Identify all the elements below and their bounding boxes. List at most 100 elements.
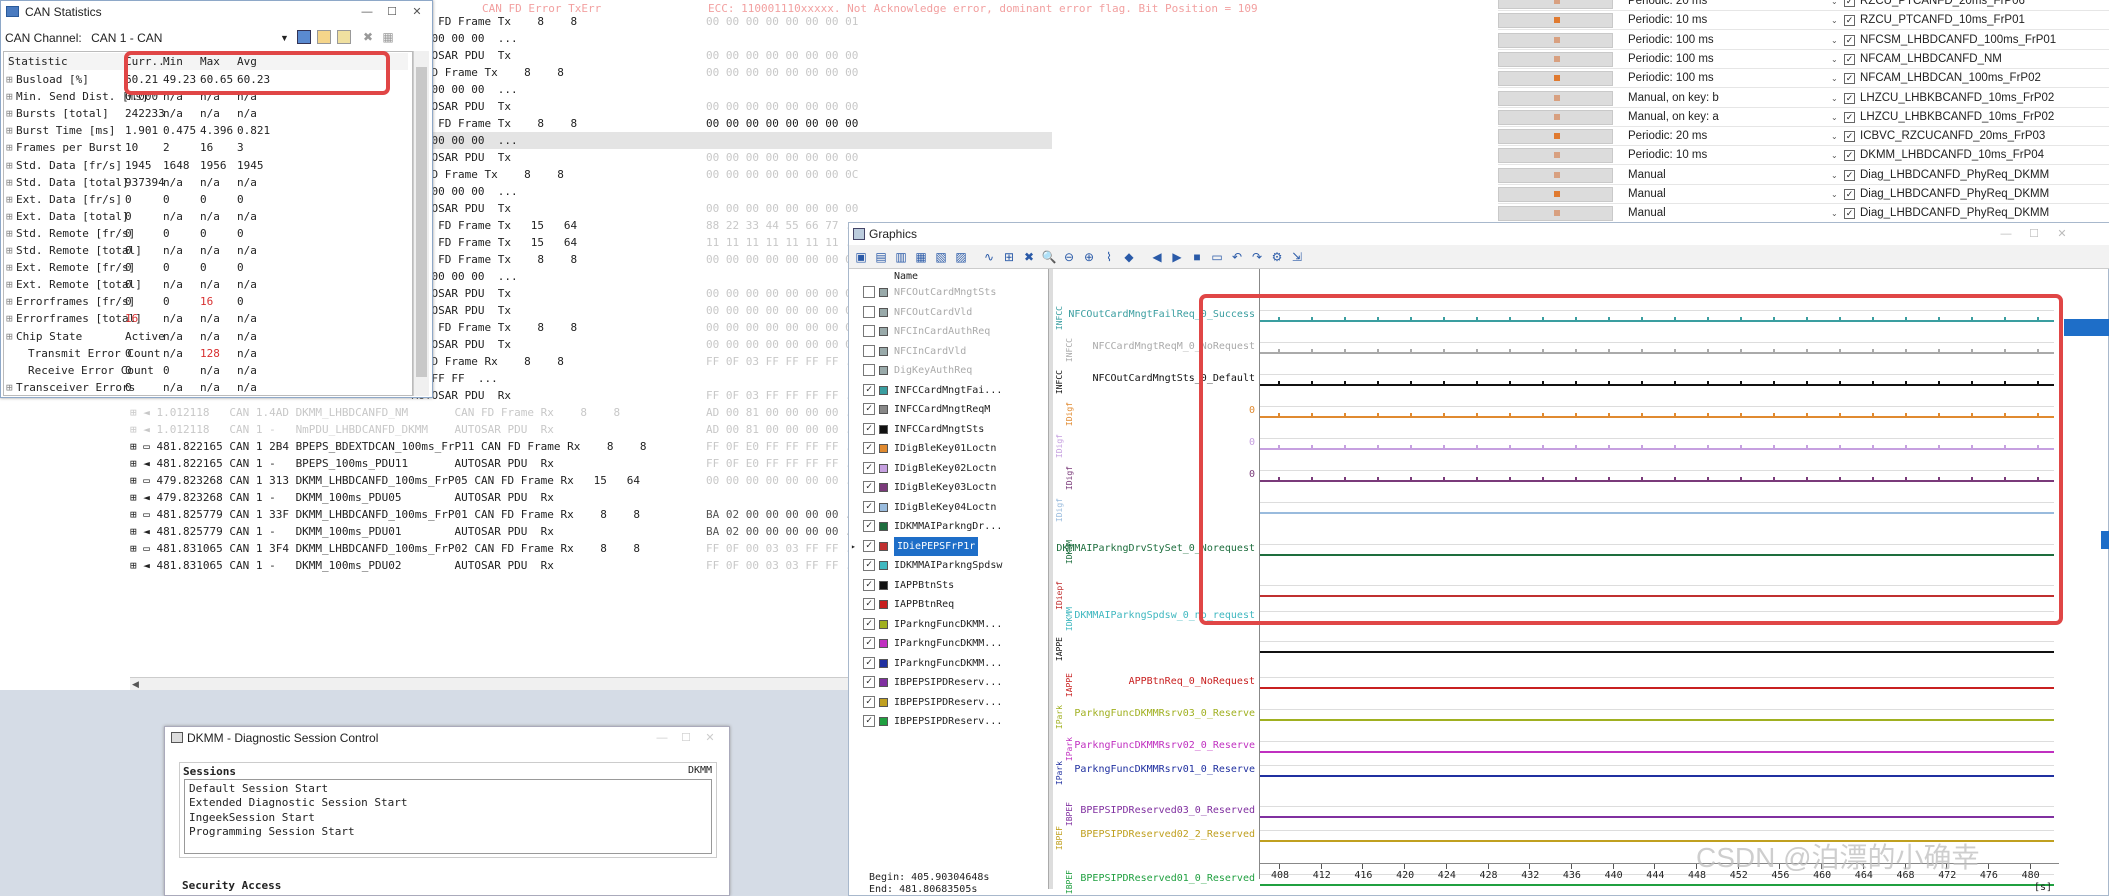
schedule-row[interactable]: Periodic: 100 ms ⌄ ✓ NFCAM_LHBDCAN_100ms_Fr… (1498, 69, 2109, 89)
signal-checkbox[interactable]: ✓ (863, 559, 875, 571)
schedule-row[interactable]: Manual ⌄ ✓ Diag_LHBDCANFD_PhyReq_DKMM (1498, 204, 2109, 224)
signal-checkbox[interactable] (863, 325, 875, 337)
send-button[interactable] (1498, 148, 1613, 164)
signal-checkbox[interactable]: ✓ (863, 539, 875, 552)
chevron-down-icon[interactable]: ⌄ (1831, 209, 1838, 219)
graphics-maximize-button[interactable]: ☐ (2029, 228, 2039, 240)
schedule-row[interactable]: Periodic: 10 ms ⌄ ✓ RZCU_PTCANFD_10ms_FrP01 (1498, 11, 2109, 31)
send-button[interactable] (1498, 187, 1613, 202)
message-checkbox[interactable]: ✓ (1844, 15, 1855, 27)
send-button[interactable] (1498, 167, 1613, 183)
statistics-row[interactable]: ⊞ Ext. Remote [fr/s] 0 0 0 0 (6, 259, 408, 276)
schedule-mode[interactable]: Periodic: 20 ms (1628, 0, 1708, 7)
chevron-down-icon[interactable]: ⌄ (1831, 132, 1838, 142)
statistics-row[interactable]: ⊞ Std. Data [fr/s] 1945 1648 1956 1945 (6, 157, 408, 174)
send-button[interactable] (1498, 90, 1613, 106)
schedule-row[interactable]: Periodic: 10 ms ⌄ ✓ DKMM_LHBDCANFD_10ms_FrP… (1498, 146, 2109, 166)
trace-row[interactable]: 00 00 00 00 00 00 00 ... (352, 132, 1052, 149)
signal-row[interactable]: NFCInCardVld (849, 342, 1049, 361)
statistics-row[interactable]: Receive Error Count 0 0 n/a n/a (8, 362, 408, 379)
split-icon[interactable]: ⌇ (1106, 250, 1112, 264)
delete-icon[interactable]: ✖ (1023, 250, 1035, 264)
layout-icon[interactable]: ▧ (935, 250, 947, 264)
schedule-row[interactable]: Manual, on key: b ⌄ ✓ LHZCU_LHBKBCANFD_10ms… (1498, 89, 2109, 108)
statistics-row[interactable]: ⊞ Busload [%] 60.21 49.23 60.65 60.23 (6, 71, 408, 88)
statistics-row[interactable]: ⊞ Std. Data [total] 937394 n/a n/a n/a (6, 174, 408, 191)
trace-row[interactable]: FrP03 CAN FD Frame Tx 8 8 (352, 168, 564, 181)
expand-icon[interactable]: ⊞ (6, 124, 13, 138)
send-button[interactable] (1498, 109, 1613, 125)
chevron-down-icon[interactable]: ⌄ (1831, 35, 1838, 45)
signal-row[interactable]: ✓ IDigBleKey03Loctn (849, 478, 1049, 497)
graphics-minimize-button[interactable]: — (2000, 228, 2012, 240)
signal-row[interactable]: ✓ IDigBleKey02Loctn (849, 459, 1049, 478)
trace-horizontal-scrollbar[interactable]: ◀ (130, 677, 856, 691)
expand-icon[interactable]: ⊞ (6, 209, 13, 223)
column-header[interactable]: Max (200, 55, 220, 68)
message-checkbox[interactable]: ✓ (1844, 111, 1855, 123)
marker-icon[interactable]: ◆ (1124, 250, 1134, 264)
signal-row[interactable]: DigKeyAuthReq (849, 361, 1049, 380)
zoom-in-icon[interactable]: 🔍 (1041, 250, 1057, 264)
chevron-down-icon[interactable]: ⌄ (1831, 112, 1838, 122)
schedule-mode[interactable]: Periodic: 10 ms (1628, 149, 1708, 162)
chevron-down-icon[interactable]: ⌄ (1831, 0, 1838, 6)
signal-checkbox[interactable]: ✓ (863, 598, 875, 610)
schedule-row[interactable]: Manual ⌄ ✓ Diag_LHBDCANFD_PhyReq_DKMM (1498, 185, 2109, 204)
signal-row[interactable]: ✓ IDiePEPSFrP1r ▸ (849, 536, 1049, 556)
signal-checkbox[interactable] (863, 344, 875, 357)
cursor-icon[interactable]: ▣ (855, 250, 867, 264)
signal-row[interactable]: ✓ IDigBleKey04Loctn (849, 498, 1049, 517)
signal-checkbox[interactable]: ✓ (863, 656, 875, 669)
schedule-row[interactable]: Periodic: 100 ms ⌄ ✓ NFCSM_LHBDCANFD_100ms_… (1498, 31, 2109, 50)
message-checkbox[interactable]: ✓ (1844, 169, 1855, 181)
signal-checkbox[interactable]: ✓ (863, 637, 875, 649)
column-header[interactable]: Min (163, 55, 183, 68)
statistics-row[interactable]: ⊞ Chip State Active n/a n/a n/a (6, 328, 408, 345)
dkmm-close-button[interactable]: ✕ (705, 732, 715, 744)
message-checkbox[interactable]: ✓ (1844, 131, 1855, 143)
signal-row[interactable]: ✓ IParkngFuncDKMM... (849, 634, 1049, 653)
trace-row[interactable]: ⊞ ◄ 481.825779 CAN 1 - DKMM_100ms_PDU01 … (130, 525, 554, 538)
column-header[interactable]: Avg (237, 55, 257, 68)
expand-icon[interactable]: ⊞ (6, 175, 13, 189)
chevron-down-icon[interactable]: ▼ (280, 33, 289, 43)
send-button[interactable] (1498, 32, 1613, 48)
trace-row[interactable]: ⊞ ◄ 1.012118 CAN 1.4AD DKMM_LHBDCANFD_NM… (130, 406, 621, 419)
trace-row[interactable]: AUTOSAR PDU Tx (411, 202, 511, 215)
send-button[interactable] (1498, 0, 1613, 9)
maximize-button[interactable]: ☐ (387, 6, 397, 18)
message-checkbox[interactable]: ✓ (1844, 53, 1855, 65)
expand-icon[interactable]: ⊞ (6, 244, 13, 257)
chart-icon[interactable]: ▥ (895, 250, 907, 264)
session-item[interactable]: Default Session Start (189, 782, 329, 795)
trace-row[interactable]: ⊞ ◄ 481.831065 CAN 1 - DKMM_100ms_PDU02 … (130, 559, 554, 572)
trace-row[interactable]: AUTOSAR PDU Tx (411, 100, 511, 113)
send-button[interactable] (1498, 71, 1613, 87)
schedule-row[interactable]: Periodic: 20 ms ⌄ ✓ RZCU_PTCANFD_20ms_FrP06 (1498, 0, 2109, 11)
signal-row[interactable]: NFCOutCardVld (849, 303, 1049, 322)
expand-icon[interactable]: ⊞ (6, 90, 13, 104)
statistics-vertical-scrollbar[interactable] (413, 51, 429, 396)
signal-row[interactable]: ✓ IAPPBtnSts (849, 576, 1049, 595)
expand-icon[interactable]: ⊞ (6, 312, 13, 326)
expand-icon[interactable]: ⊞ (6, 261, 13, 275)
schedule-mode[interactable]: Manual, on key: b (1628, 91, 1719, 104)
trace-row[interactable]: 00 00 00 00 00 00 00 ... (352, 185, 518, 198)
schedule-row[interactable]: Manual ⌄ ✓ Diag_LHBDCANFD_PhyReq_DKMM (1498, 166, 2109, 185)
signal-row[interactable]: NFCOutCardMngtSts (849, 283, 1049, 302)
chevron-down-icon[interactable]: ⌄ (1831, 170, 1838, 180)
expand-icon[interactable]: ⊞ (6, 226, 13, 240)
delete-icon[interactable]: ✖ (362, 30, 374, 44)
statistics-row[interactable]: ⊞ Bursts [total] 242233 n/a n/a n/a (6, 105, 408, 122)
signal-row[interactable]: ✓ IDKMMAIParkngDr... (849, 517, 1049, 536)
session-item[interactable]: IngeekSession Start (189, 810, 315, 824)
message-checkbox[interactable]: ✓ (1844, 189, 1855, 200)
undo-icon[interactable]: ↶ (1231, 250, 1243, 264)
minimize-button[interactable]: — (361, 6, 373, 18)
signal-checkbox[interactable]: ✓ (863, 500, 875, 513)
signal-checkbox[interactable]: ✓ (863, 461, 875, 474)
statistics-row[interactable]: ⊞ Std. Remote [fr/s] 0 0 0 0 (6, 225, 408, 242)
session-item[interactable]: Extended Diagnostic Session Start (189, 796, 408, 810)
zoom-fit-icon[interactable]: ▨ (955, 250, 967, 264)
